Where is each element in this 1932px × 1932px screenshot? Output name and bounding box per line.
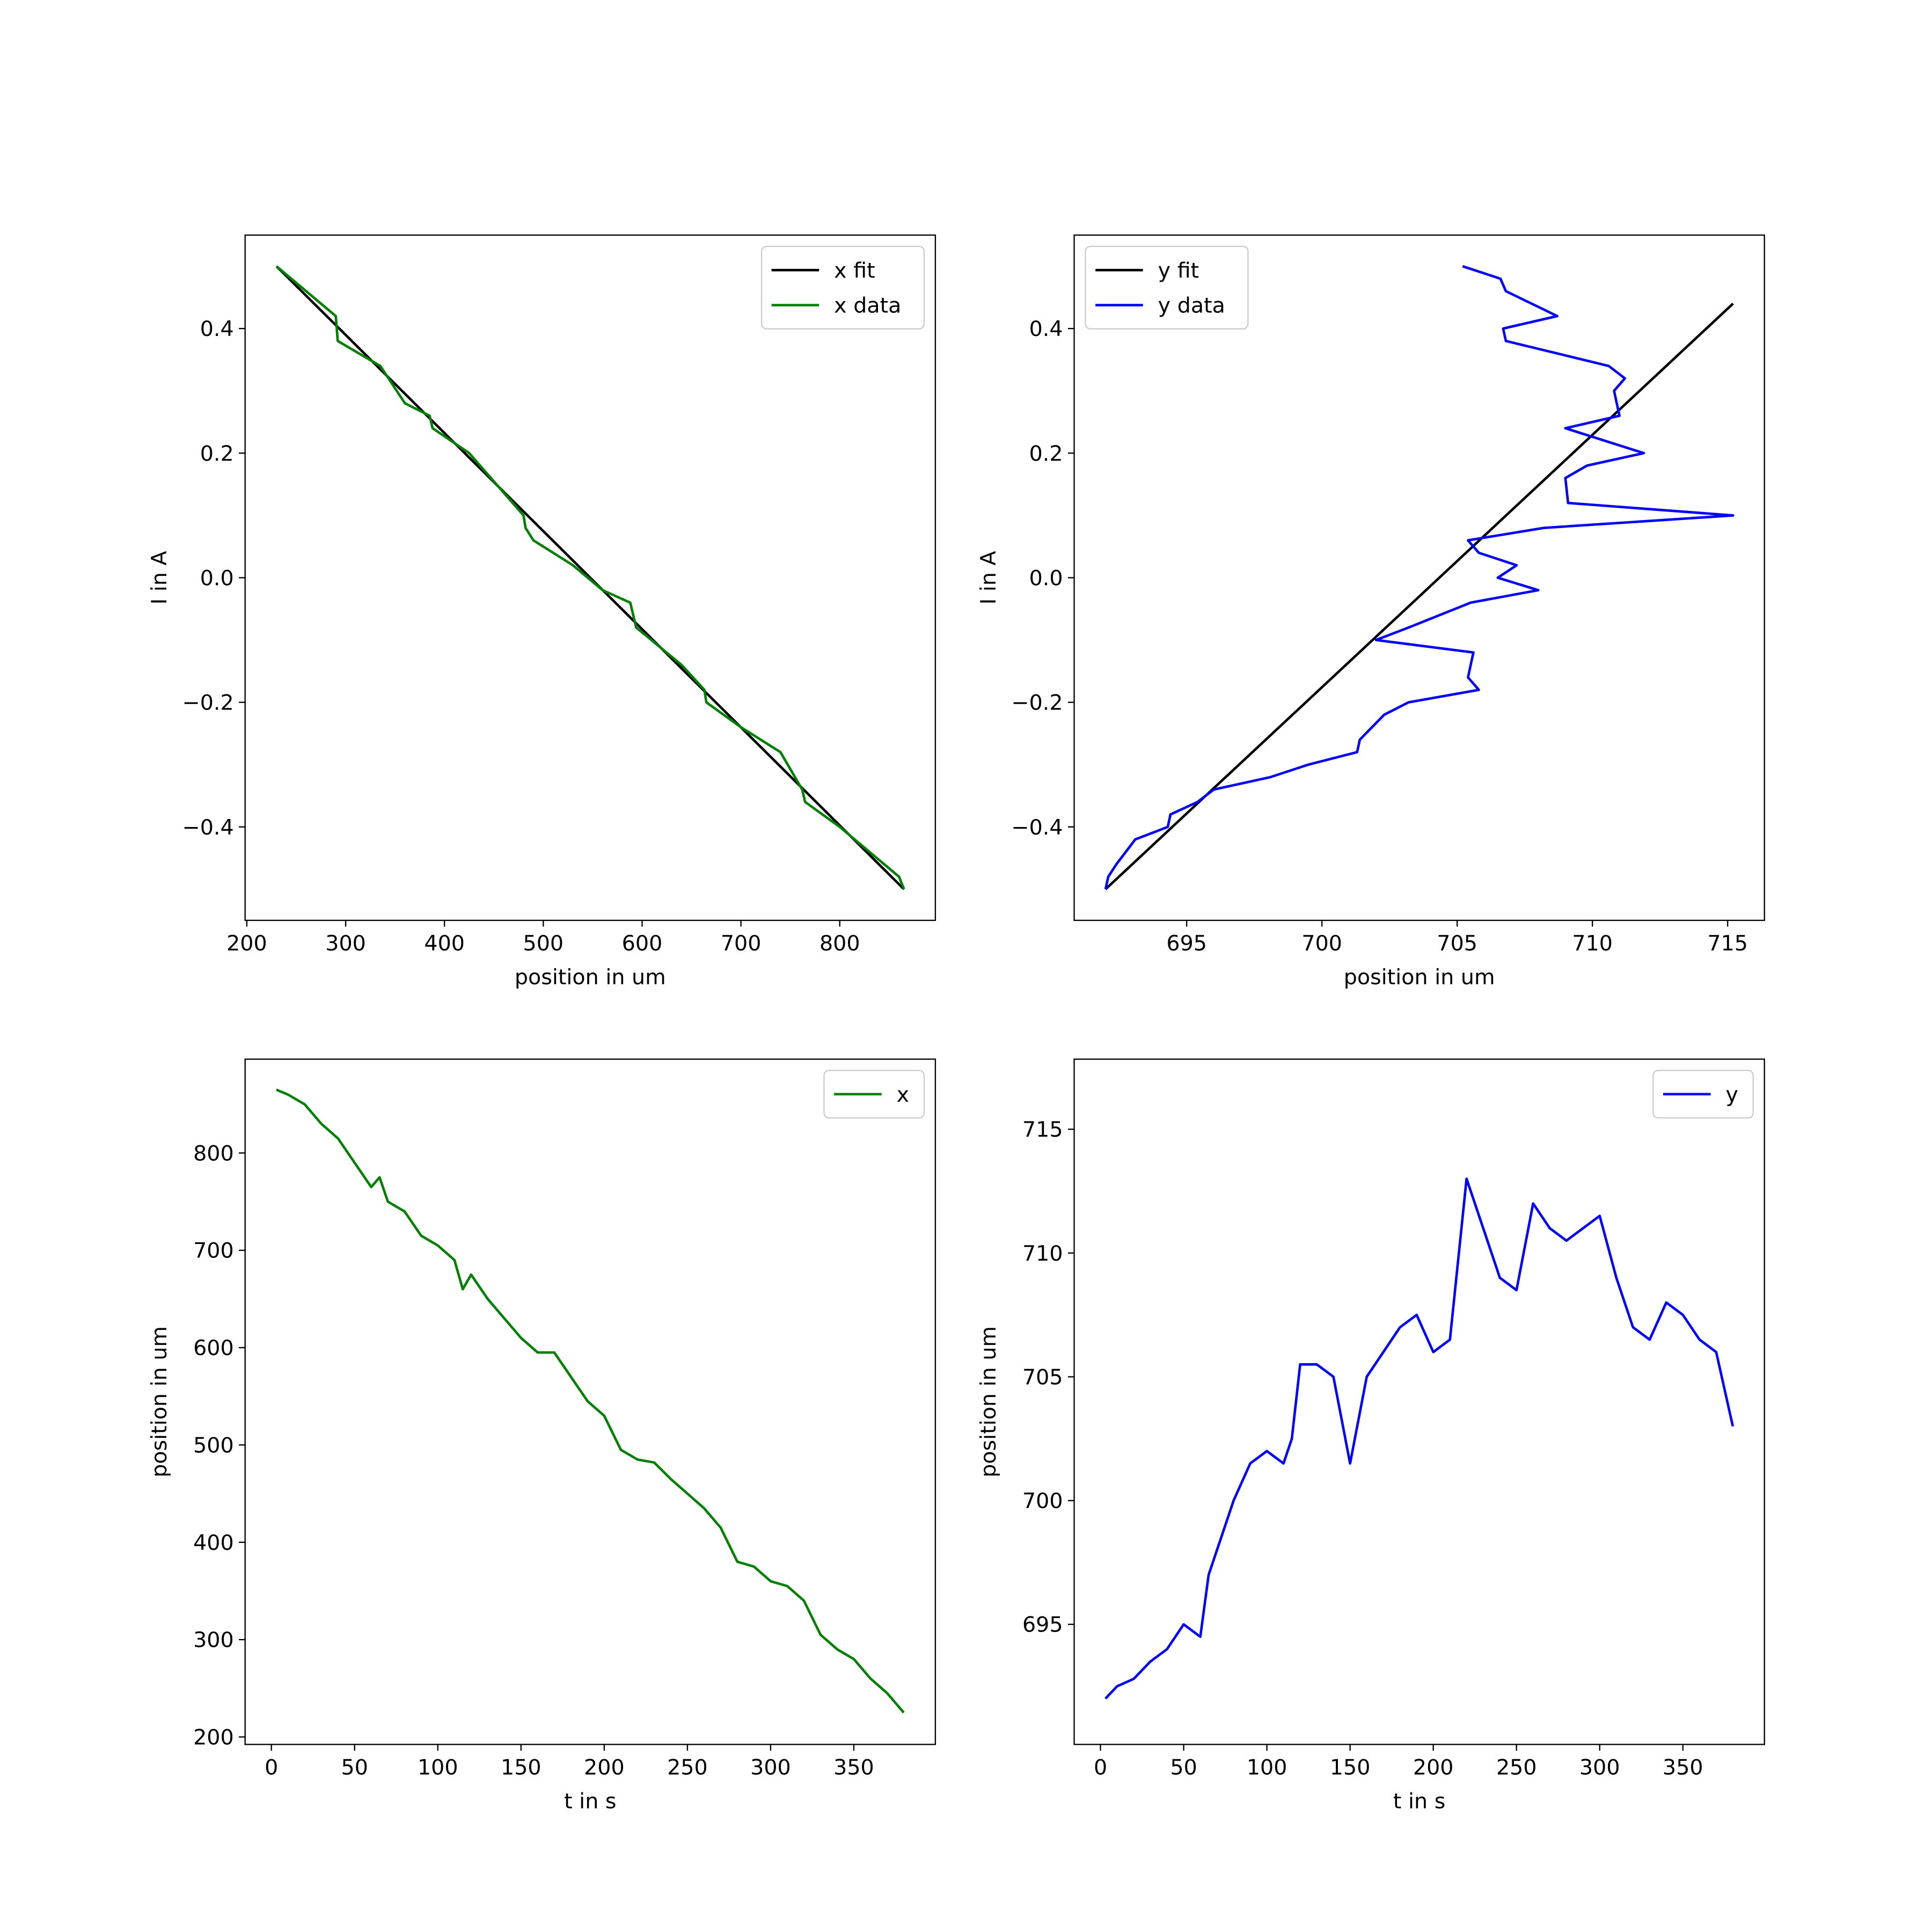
plot-frame bbox=[244, 1058, 936, 1745]
x-tick-label: 500 bbox=[523, 931, 564, 956]
y-tick-label: −0.2 bbox=[1011, 691, 1063, 715]
plot-frame bbox=[1073, 234, 1765, 921]
x-tick-label: 350 bbox=[833, 1755, 874, 1780]
y-tick-label: 700 bbox=[193, 1239, 234, 1263]
y-tick-label: 500 bbox=[193, 1433, 234, 1458]
y-tick-label: 715 bbox=[1022, 1117, 1063, 1142]
x-tick-label: 695 bbox=[1166, 931, 1207, 956]
y-axis-label: position in um bbox=[976, 1326, 1001, 1477]
legend-box bbox=[760, 245, 925, 330]
y-tick-label: 0.2 bbox=[200, 441, 234, 466]
x-tick-label: 705 bbox=[1437, 931, 1477, 956]
y-tick-label: 600 bbox=[193, 1336, 234, 1360]
y-tick-label: 0.2 bbox=[1029, 441, 1063, 466]
y-tick-label: 705 bbox=[1022, 1365, 1063, 1389]
x-tick-label: 150 bbox=[1330, 1755, 1371, 1780]
x-tick-label: 200 bbox=[1413, 1755, 1454, 1780]
y-tick-label: 0.0 bbox=[1029, 566, 1063, 590]
x-tick-label: 300 bbox=[1579, 1755, 1620, 1780]
x-tick-label: 250 bbox=[667, 1755, 708, 1780]
y-axis-label: I in A bbox=[147, 551, 172, 604]
y-tick-label: −0.4 bbox=[1011, 815, 1063, 840]
legend-label: x data bbox=[834, 294, 901, 318]
subplot: 695 700 705 710 715 −0.4 −0.2 0.0 0.2 0.4 position… bbox=[976, 234, 1765, 990]
x-tick-label: 200 bbox=[226, 931, 267, 956]
subplot: 0 50 100 150 200 250 300 350 200 300 400 500 600 700 8… bbox=[147, 1058, 936, 1813]
x-tick-label: 800 bbox=[819, 931, 860, 956]
y-tick-label: 400 bbox=[193, 1531, 234, 1555]
plot-frame bbox=[244, 234, 936, 921]
legend-label: y data bbox=[1158, 294, 1225, 318]
data-line bbox=[275, 265, 905, 890]
x-tick-label: 200 bbox=[584, 1755, 625, 1780]
x-tick-label: 150 bbox=[501, 1755, 541, 1780]
data-line bbox=[1104, 1177, 1735, 1700]
legend-label: x fit bbox=[834, 258, 875, 283]
data-line bbox=[1104, 265, 1735, 890]
legend-label: y bbox=[1726, 1082, 1738, 1107]
y-tick-label: 710 bbox=[1022, 1241, 1063, 1266]
x-tick-label: 0 bbox=[1094, 1755, 1107, 1780]
y-tick-label: 0.0 bbox=[200, 566, 234, 590]
y-tick-label: 695 bbox=[1022, 1613, 1063, 1637]
y-tick-label: 700 bbox=[1022, 1489, 1063, 1513]
subplot: 0 50 100 150 200 250 300 350 695 700 705 710 715 t in… bbox=[976, 1058, 1765, 1813]
y-axis-label: I in A bbox=[976, 551, 1001, 604]
y-tick-label: 300 bbox=[193, 1628, 234, 1652]
plot-frame bbox=[1073, 1058, 1765, 1745]
legend-box bbox=[1085, 245, 1249, 330]
x-tick-label: 300 bbox=[325, 931, 366, 956]
y-tick-label: 0.4 bbox=[200, 317, 234, 341]
x-tick-label: 300 bbox=[750, 1755, 791, 1780]
x-tick-label: 50 bbox=[341, 1755, 368, 1780]
data-line bbox=[276, 1088, 905, 1714]
x-tick-label: 100 bbox=[1247, 1755, 1287, 1780]
x-tick-label: 710 bbox=[1572, 931, 1613, 956]
x-tick-label: 0 bbox=[265, 1755, 278, 1780]
y-tick-label: −0.4 bbox=[182, 815, 234, 840]
x-tick-label: 715 bbox=[1707, 931, 1748, 956]
x-tick-label: 700 bbox=[1301, 931, 1342, 956]
y-axis-label: position in um bbox=[147, 1326, 172, 1477]
y-tick-label: −0.2 bbox=[182, 691, 234, 715]
x-tick-label: 250 bbox=[1496, 1755, 1537, 1780]
subplot: 200 300 400 500 600 700 800 −0.4 −0.2 0.0 0.2 0.4 po… bbox=[147, 234, 936, 990]
legend-label: y fit bbox=[1158, 258, 1199, 283]
x-axis-label: t in s bbox=[1393, 1789, 1445, 1813]
x-axis-label: position in um bbox=[515, 965, 666, 990]
y-tick-label: 200 bbox=[193, 1725, 234, 1750]
x-tick-label: 350 bbox=[1663, 1755, 1703, 1780]
y-tick-label: 800 bbox=[193, 1141, 234, 1166]
legend-label: x bbox=[897, 1082, 909, 1107]
x-tick-label: 50 bbox=[1170, 1755, 1197, 1780]
x-axis-label: t in s bbox=[564, 1789, 616, 1813]
x-tick-label: 100 bbox=[418, 1755, 458, 1780]
x-axis-label: position in um bbox=[1344, 965, 1495, 990]
x-tick-label: 400 bbox=[424, 931, 465, 956]
y-tick-label: 0.4 bbox=[1029, 317, 1063, 341]
x-tick-label: 600 bbox=[622, 931, 663, 956]
x-tick-label: 700 bbox=[721, 931, 762, 956]
